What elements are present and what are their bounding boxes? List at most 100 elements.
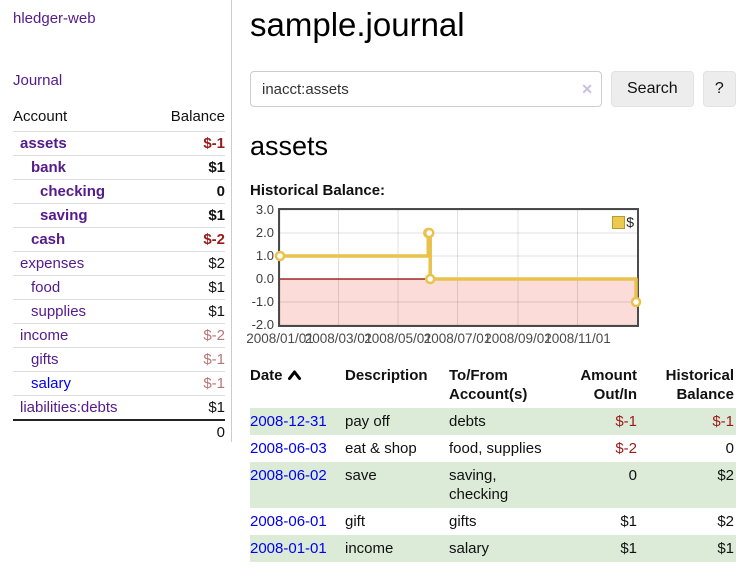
account-link-gifts[interactable]: gifts bbox=[31, 351, 59, 368]
chart-legend: $ bbox=[612, 214, 634, 230]
sidebar: hledger-web Journal Account Balance asse… bbox=[0, 0, 232, 444]
y-axis-tick-label: -2.0 bbox=[251, 317, 274, 332]
accounts-table-header: Account Balance bbox=[13, 104, 225, 132]
transaction-accounts: gifts bbox=[449, 513, 477, 530]
chart-canvas bbox=[274, 209, 642, 326]
transaction-date-link[interactable]: 2008-06-02 bbox=[250, 467, 327, 484]
account-balance: $-1 bbox=[152, 371, 225, 396]
search-input[interactable] bbox=[250, 71, 602, 107]
account-link-supplies[interactable]: supplies bbox=[31, 303, 87, 320]
account-row-supplies: supplies $1 bbox=[13, 299, 225, 324]
transaction-balance: 0 bbox=[725, 440, 734, 457]
account-row-saving: saving $1 bbox=[13, 203, 225, 228]
account-row-income: income $-2 bbox=[13, 323, 225, 348]
transaction-balance: $1 bbox=[717, 540, 734, 557]
account-row-food: food $1 bbox=[13, 275, 225, 300]
register-header-row: Date Description To/From Account(s) Amou… bbox=[250, 362, 736, 408]
register-row: 2008-06-03 eat & shop food, supplies $-2… bbox=[250, 435, 736, 462]
amount-column-header: Amount Out/In bbox=[580, 367, 637, 403]
sort-ascending-icon bbox=[287, 367, 302, 386]
transaction-balance: $-1 bbox=[712, 413, 734, 430]
account-row-salary: salary $-1 bbox=[13, 371, 225, 396]
search-form: ✕ Search ? bbox=[250, 71, 736, 107]
chart-plot-area: $ bbox=[274, 208, 642, 327]
sidebar-item-journal[interactable]: Journal bbox=[13, 72, 63, 89]
account-row-checking: checking 0 bbox=[13, 179, 225, 204]
clear-search-icon[interactable]: ✕ bbox=[581, 81, 593, 97]
chart-title: Historical Balance: bbox=[250, 182, 386, 199]
account-link-bank[interactable]: bank bbox=[31, 159, 67, 176]
balance-chart: $ 3.0 2.0 1.0 0.0 -1.0 -2.0 2008/01/01 2008/03… bbox=[246, 202, 736, 352]
account-link-salary[interactable]: salary bbox=[31, 375, 72, 392]
transaction-amount: $1 bbox=[620, 540, 637, 557]
legend-label: $ bbox=[626, 214, 634, 230]
register-row: 2008-01-01 income salary $1 $1 bbox=[250, 535, 736, 562]
account-balance: $-2 bbox=[152, 323, 225, 348]
app-brand-link[interactable]: hledger-web bbox=[13, 10, 96, 27]
account-link-liabilities-debts[interactable]: liabilities:debts bbox=[20, 399, 118, 416]
transaction-description: gift bbox=[345, 513, 366, 530]
account-balance: $-2 bbox=[152, 227, 225, 252]
date-column-header[interactable]: Date bbox=[250, 362, 345, 408]
balance-column-header: Balance bbox=[170, 108, 225, 125]
transaction-date-link[interactable]: 2008-06-01 bbox=[250, 513, 327, 530]
account-link-food[interactable]: food bbox=[31, 279, 61, 296]
y-axis-tick-label: 0.0 bbox=[255, 271, 274, 286]
transaction-balance: $2 bbox=[717, 513, 734, 530]
account-balance: 0 bbox=[152, 179, 225, 204]
account-link-saving[interactable]: saving bbox=[40, 207, 88, 224]
account-balance: $-1 bbox=[152, 347, 225, 372]
y-axis-tick-label: 1.0 bbox=[255, 248, 274, 263]
transaction-date-link[interactable]: 2008-12-31 bbox=[250, 413, 327, 430]
account-heading: assets bbox=[250, 131, 329, 161]
transaction-date-link[interactable]: 2008-06-03 bbox=[250, 440, 327, 457]
page-title: sample.journal bbox=[250, 6, 465, 43]
x-axis-tick-label: 2008/11/01 bbox=[544, 331, 611, 346]
account-row-bank: bank $1 bbox=[13, 155, 225, 180]
transaction-amount: $-1 bbox=[615, 413, 637, 430]
search-button[interactable]: Search bbox=[611, 71, 694, 107]
account-column-header: Account bbox=[13, 108, 68, 125]
legend-swatch-icon bbox=[612, 215, 626, 229]
accounts-table: Account Balance assets $-1 bank $1 check… bbox=[13, 104, 225, 444]
account-balance: $1 bbox=[152, 275, 225, 300]
transaction-description: save bbox=[345, 467, 377, 484]
account-row-gifts: gifts $-1 bbox=[13, 347, 225, 372]
transaction-amount: 0 bbox=[628, 467, 637, 484]
transaction-amount: $-2 bbox=[615, 440, 637, 457]
register-row: 2008-12-31 pay off debts $-1 $-1 bbox=[250, 408, 736, 435]
accounts-total-value: 0 bbox=[152, 419, 225, 444]
x-axis-tick-label: 2008/07/01 bbox=[423, 331, 492, 346]
accounts-total-row: 0 bbox=[13, 419, 225, 444]
transaction-accounts: saving, checking bbox=[449, 467, 509, 503]
account-link-assets[interactable]: assets bbox=[20, 135, 67, 152]
transaction-balance: $2 bbox=[717, 467, 734, 484]
account-balance: $1 bbox=[152, 299, 225, 324]
account-link-income[interactable]: income bbox=[20, 327, 69, 344]
main-content: sample.journal ✕ Search ? assets Histori… bbox=[233, 0, 742, 582]
account-row-assets: assets $-1 bbox=[13, 131, 225, 156]
account-balance: $1 bbox=[152, 203, 225, 228]
transaction-description: eat & shop bbox=[345, 440, 417, 457]
y-axis-tick-label: -1.0 bbox=[251, 294, 274, 309]
account-row-expenses: expenses $2 bbox=[13, 251, 225, 276]
account-link-cash[interactable]: cash bbox=[31, 231, 66, 248]
transaction-amount: $1 bbox=[620, 513, 637, 530]
account-link-checking[interactable]: checking bbox=[40, 183, 106, 200]
accounts-column-header: To/From Account(s) bbox=[449, 367, 528, 403]
x-axis-tick-label: 2008/03/01 bbox=[304, 331, 373, 346]
x-axis-tick-label: 2008/01/01 bbox=[246, 331, 314, 346]
x-axis-tick-label: 2008/05/01 bbox=[364, 331, 432, 346]
transaction-accounts: salary bbox=[449, 540, 490, 557]
y-axis-tick-label: 3.0 bbox=[255, 202, 274, 217]
help-button[interactable]: ? bbox=[702, 71, 736, 107]
transaction-description: pay off bbox=[345, 413, 390, 430]
transaction-date-link[interactable]: 2008-01-01 bbox=[250, 540, 327, 557]
transaction-description: income bbox=[345, 540, 394, 557]
account-row-liabilities-debts: liabilities:debts $1 bbox=[13, 395, 225, 420]
transaction-accounts: food, supplies bbox=[449, 440, 542, 457]
account-balance: $1 bbox=[152, 155, 225, 180]
y-axis-tick-label: 2.0 bbox=[255, 225, 274, 240]
account-link-expenses[interactable]: expenses bbox=[20, 255, 85, 272]
account-balance: $1 bbox=[152, 395, 225, 420]
